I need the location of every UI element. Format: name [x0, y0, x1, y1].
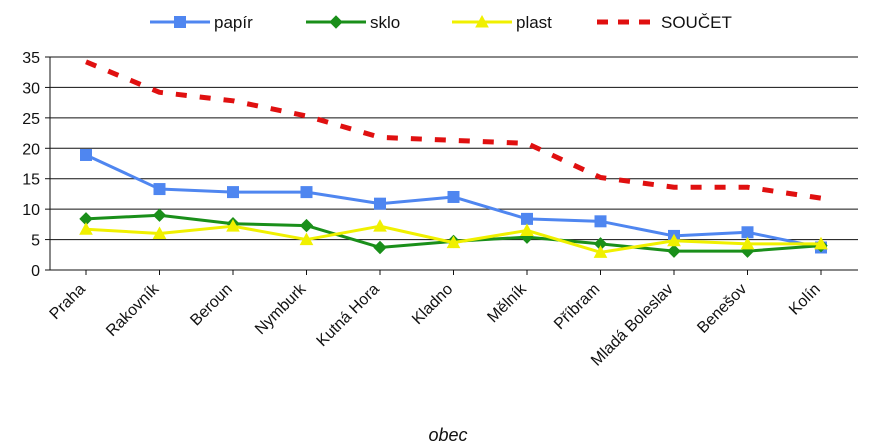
data-point-square [522, 213, 533, 224]
x-tick-label: Příbram [551, 281, 603, 333]
legend-label: SOUČET [661, 13, 732, 32]
data-point-square [175, 17, 186, 28]
series-lines [80, 62, 827, 257]
data-point-square [301, 187, 312, 198]
x-tick-label: Kutná Hora [314, 281, 383, 350]
axes: 0 5 10 15 20 25 30 35 Praha Rakovník Beroun Nymburk… [22, 50, 858, 370]
x-tick-label: Nymburk [252, 280, 310, 338]
y-tick-label: 25 [22, 111, 40, 128]
legend: papír sklo plast SOUČET [150, 13, 732, 32]
data-point-square [448, 191, 459, 202]
data-point-square [742, 227, 753, 238]
x-tick-label: Benešov [694, 281, 750, 337]
data-point-diamond [668, 245, 680, 257]
data-point-diamond [330, 16, 342, 28]
x-tick-label: Beroun [187, 281, 236, 330]
data-point-square [154, 184, 165, 195]
y-tick-label: 20 [22, 141, 40, 158]
data-point-square [81, 149, 92, 160]
x-tick-label: Rakovník [103, 280, 163, 340]
series-line-3 [86, 62, 821, 198]
y-tick-label: 35 [22, 50, 40, 67]
data-point-diamond [154, 209, 166, 221]
legend-label: plast [516, 13, 552, 32]
legend-label: papír [214, 13, 253, 32]
data-point-diamond [374, 241, 386, 253]
x-tick-label: Kolín [786, 281, 824, 319]
x-tick-label: Kladno [409, 281, 456, 328]
y-tick-label: 30 [22, 80, 40, 97]
data-point-diamond [301, 220, 313, 232]
x-tick-label: Mělník [484, 280, 530, 326]
x-axis-title: obec [428, 425, 467, 445]
data-point-square [228, 187, 239, 198]
y-tick-label: 15 [22, 172, 40, 189]
y-tick-label: 0 [31, 263, 40, 280]
legend-label: sklo [370, 13, 400, 32]
y-tick-label: 5 [31, 233, 40, 250]
data-point-square [375, 198, 386, 209]
gridlines [50, 57, 858, 240]
data-point-square [595, 216, 606, 227]
x-tick-label: Praha [47, 281, 89, 323]
y-tick-label: 10 [22, 202, 40, 219]
